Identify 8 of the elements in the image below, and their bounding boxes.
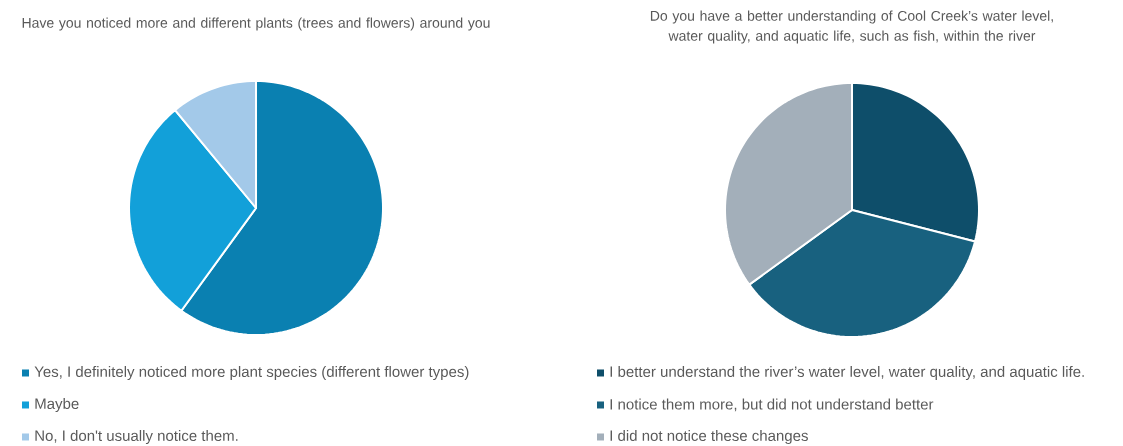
legend-label: Maybe xyxy=(35,397,79,412)
chart-title: Do you have a better understanding of Cool Creek’s water level, water quality, and aquatic life, such as fish, within the river xyxy=(650,10,1053,44)
legend-label: No, I don't usually notice them. xyxy=(35,429,238,444)
legend-label: Yes, I definitely noticed more plant species (different flower types) xyxy=(34,366,469,380)
legend-label: I better understand the river’s water level, water quality, and aquatic life. xyxy=(610,366,1084,380)
chart-title: Have you noticed more and different plants (trees and flowers) around you xyxy=(22,17,490,31)
legend-label: I did not notice these changes xyxy=(610,429,808,444)
legend-label: I notice them more, but did not understand better xyxy=(610,398,934,412)
